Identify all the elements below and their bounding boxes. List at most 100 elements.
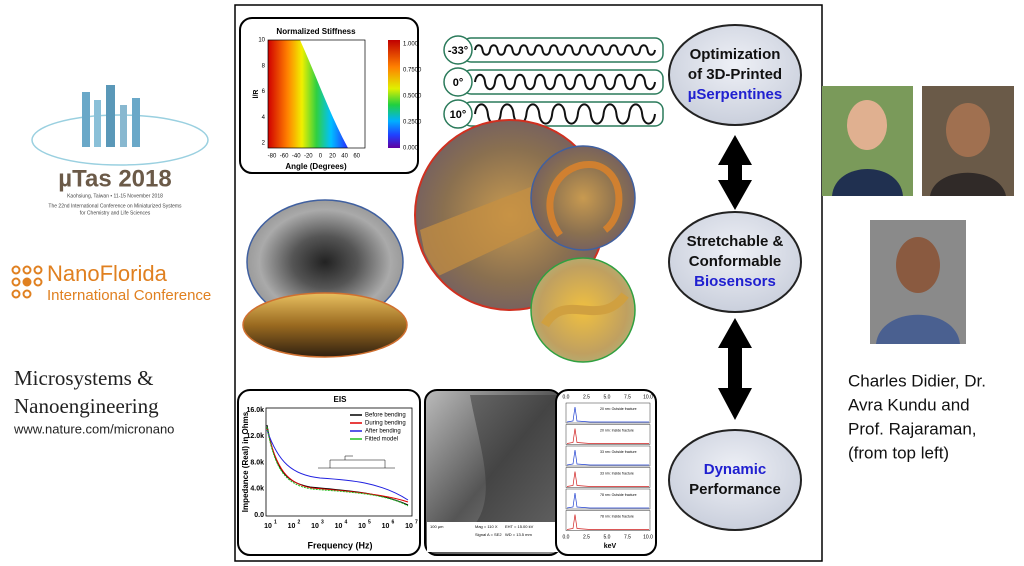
sem-info: Mag = 110 X: [475, 524, 498, 529]
spectrum-label: 33 nm: Outside fracture: [600, 450, 637, 454]
spectrum-label: 78 nm: Outside fracture: [600, 493, 637, 497]
spectrum: [566, 406, 649, 423]
device-photo: [242, 292, 408, 358]
x-tick-base: 10: [405, 523, 413, 530]
utas-desc: for Chemistry and Life Sciences: [80, 210, 151, 216]
stiffness-panel: Normalized Stiffness l/R Angle (Degrees)…: [239, 17, 422, 174]
spectrum-label: 20 nm: Outside fracture: [600, 407, 637, 411]
portraits: [822, 86, 1014, 344]
twisted-probe: [541, 292, 629, 328]
spectrum-label: 20 nm: Inside fracture: [600, 428, 634, 432]
x-tick-exponent: 1: [274, 519, 277, 525]
x-label: keV: [604, 543, 617, 550]
sem-panel: 100 µm Mag = 110 X EHT = 15.00 kV Signal…: [424, 389, 562, 556]
x-tick-label-top: 10.0: [643, 394, 653, 400]
x-tick-label-top: 0.0: [563, 394, 570, 400]
x-tick-base: 10: [358, 523, 366, 530]
x-tick-label: 5.0: [604, 534, 611, 540]
panel-title: Normalized Stiffness: [276, 27, 356, 36]
device-photos: [242, 119, 636, 363]
oval: [668, 429, 802, 531]
sem-info: Signal A = SE2: [475, 532, 502, 537]
y-tick-label: 2: [262, 141, 266, 147]
spectrum: [566, 471, 649, 487]
x-tick-exponent: 5: [368, 519, 371, 525]
oval-text: Stretchable &: [687, 233, 784, 250]
caption-line: Charles Didier, Dr.: [848, 371, 986, 390]
x-tick-label: -40: [292, 154, 301, 160]
serpentine: [474, 103, 656, 125]
x-tick-label: 10.0: [643, 534, 653, 540]
spectrum-frame: [565, 467, 651, 488]
sem-scale: 100 µm: [430, 524, 444, 529]
spectrum: [566, 492, 649, 509]
angle-label: -33°: [448, 45, 468, 57]
double-arrow: [718, 318, 752, 420]
logo-dots: [11, 265, 43, 299]
x-tick-label: 60: [353, 154, 360, 160]
colorbar: [388, 40, 400, 148]
x-tick-label: -80: [268, 154, 277, 160]
journal-name: Microsystems &: [14, 366, 153, 390]
y-tick-label: 0.0: [254, 512, 264, 519]
portrait-body: [930, 172, 1006, 196]
x-tick-label-top: 5.0: [604, 394, 611, 400]
logo-building: [106, 85, 115, 147]
x-tick-label-top: 2.5: [583, 394, 590, 400]
x-tick-exponent: 4: [345, 519, 348, 525]
ovals: Optimization of 3D-Printed µSerpentines Str…: [668, 24, 802, 531]
spectrum-frame: [565, 424, 651, 445]
oval-text: Dynamic: [704, 461, 767, 478]
y-label: Impedance (Real) in Ohms: [241, 411, 250, 512]
colorbar-tick-label: 0.7500: [403, 68, 422, 74]
x-tick-exponent: 3: [321, 519, 324, 525]
spectrum-frame: [565, 488, 651, 510]
y-tick-label: 6: [262, 89, 266, 95]
plot-frame: [265, 407, 413, 517]
spectrum: [566, 428, 649, 444]
nanoflorida-name: NanoFlorida: [47, 261, 168, 286]
y-tick-label: 12.0k: [246, 433, 264, 440]
y-tick-label: 4.0k: [250, 486, 264, 493]
spectrum-frame: [565, 510, 651, 531]
logo-building: [132, 98, 140, 147]
x-tick-exponent: 7: [415, 519, 418, 525]
sem-info: EHT = 15.00 kV: [505, 524, 534, 529]
x-tick-label: 40: [341, 154, 348, 160]
arrows: [718, 135, 752, 420]
serpentine: [474, 44, 656, 56]
spectrum-label: 78 nm: Inside fracture: [600, 514, 634, 518]
y-tick-label: 10: [258, 38, 265, 44]
oval: [668, 211, 802, 313]
y-tick-label: 8.0k: [250, 459, 264, 466]
x-tick-label: 0.0: [563, 534, 570, 540]
double-arrow: [718, 135, 752, 210]
x-tick-base: 10: [288, 523, 296, 530]
x-tick-exponent: 2: [298, 519, 301, 525]
eis-curves: [266, 424, 409, 507]
angle-badge: [443, 35, 473, 65]
oval-text: Biosensors: [694, 273, 776, 290]
oval: [668, 24, 802, 126]
x-tick-label: -20: [304, 154, 313, 160]
portrait-face: [847, 100, 887, 150]
angle-badge: [443, 67, 473, 97]
oval-text: µSerpentines: [688, 86, 783, 103]
caption-line: Avra Kundu and: [848, 395, 970, 414]
sem-info: WD = 13.5 mm: [505, 532, 532, 537]
serpentine-box: [462, 69, 664, 95]
spectra-panel: keV 0.0 0.0 2.5 2.5 5.0 5.0 7.5 7.5 10.0 10.0 20 n…: [555, 389, 657, 556]
oval-text: of 3D-Printed: [688, 66, 782, 83]
x-tick-label: 0: [319, 154, 323, 160]
logo-building: [120, 105, 127, 147]
angle-label: 10°: [450, 109, 467, 121]
x-label: Frequency (Hz): [307, 540, 372, 550]
portrait-face: [946, 103, 990, 157]
nanoflorida-logo: NanoFlorida International Conference: [11, 261, 211, 304]
caption-line: Prof. Rajaraman,: [848, 419, 977, 438]
panel-title: EIS: [334, 395, 348, 404]
colorbar-tick-label: 0.2500: [403, 120, 422, 126]
x-tick-exponent: 6: [392, 519, 395, 525]
journal: Microsystems & Nanoengineering www.natur…: [13, 366, 174, 437]
bent-probe: [546, 161, 623, 238]
